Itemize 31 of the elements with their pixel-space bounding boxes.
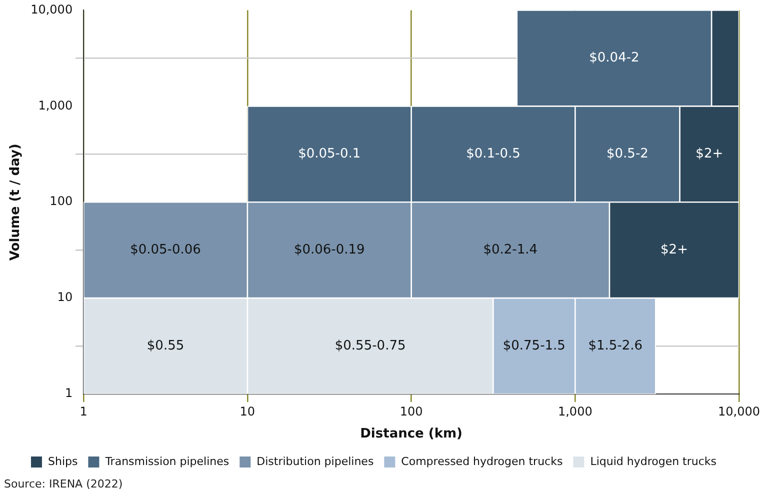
legend-label: Distribution pipelines [256, 454, 374, 468]
source-note: Source: IRENA (2022) [4, 477, 123, 490]
annotation: $0.04-2 [589, 50, 640, 66]
legend-label: Compressed hydrogen trucks [401, 454, 563, 468]
y-tick-label: 1,000 [38, 98, 73, 112]
annotation: $0.55 [146, 338, 184, 354]
legend-label: Transmission pipelines [104, 454, 230, 468]
x-tick-label: 100 [400, 404, 423, 418]
y-tick-label: 100 [50, 194, 73, 208]
annotation: $2+ [660, 242, 688, 258]
annotation: $0.05-0.1 [298, 146, 361, 162]
annotation: $2+ [696, 146, 724, 162]
legend-label: Liquid hydrogen trucks [590, 454, 717, 468]
x-tick-label: 1 [80, 404, 88, 418]
annotation: $0.1-0.5 [466, 146, 520, 162]
legend-label: Ships [48, 454, 78, 468]
y-tick-label: 10 [57, 290, 73, 304]
y-tick-label: 1 [64, 386, 73, 400]
annotation: $0.2-1.4 [483, 242, 538, 258]
annotation: $0.05-0.06 [130, 242, 201, 258]
y-tick-label: 10,000 [30, 2, 73, 16]
annotation: $0.5-2 [606, 146, 648, 162]
x-tick-label: 1,000 [558, 404, 592, 418]
y-axis-title: Volume (t / day) [8, 144, 24, 261]
annotation: $0.55-0.75 [334, 338, 406, 354]
annotation: $1.5-2.6 [588, 338, 643, 354]
x-axis-title: Distance (km) [360, 426, 462, 442]
annotation: $0.75-1.5 [502, 338, 566, 354]
x-tick-label: 10 [240, 404, 256, 418]
annotation: $0.06-0.19 [294, 242, 365, 258]
x-tick-label: 10,000 [718, 404, 760, 418]
